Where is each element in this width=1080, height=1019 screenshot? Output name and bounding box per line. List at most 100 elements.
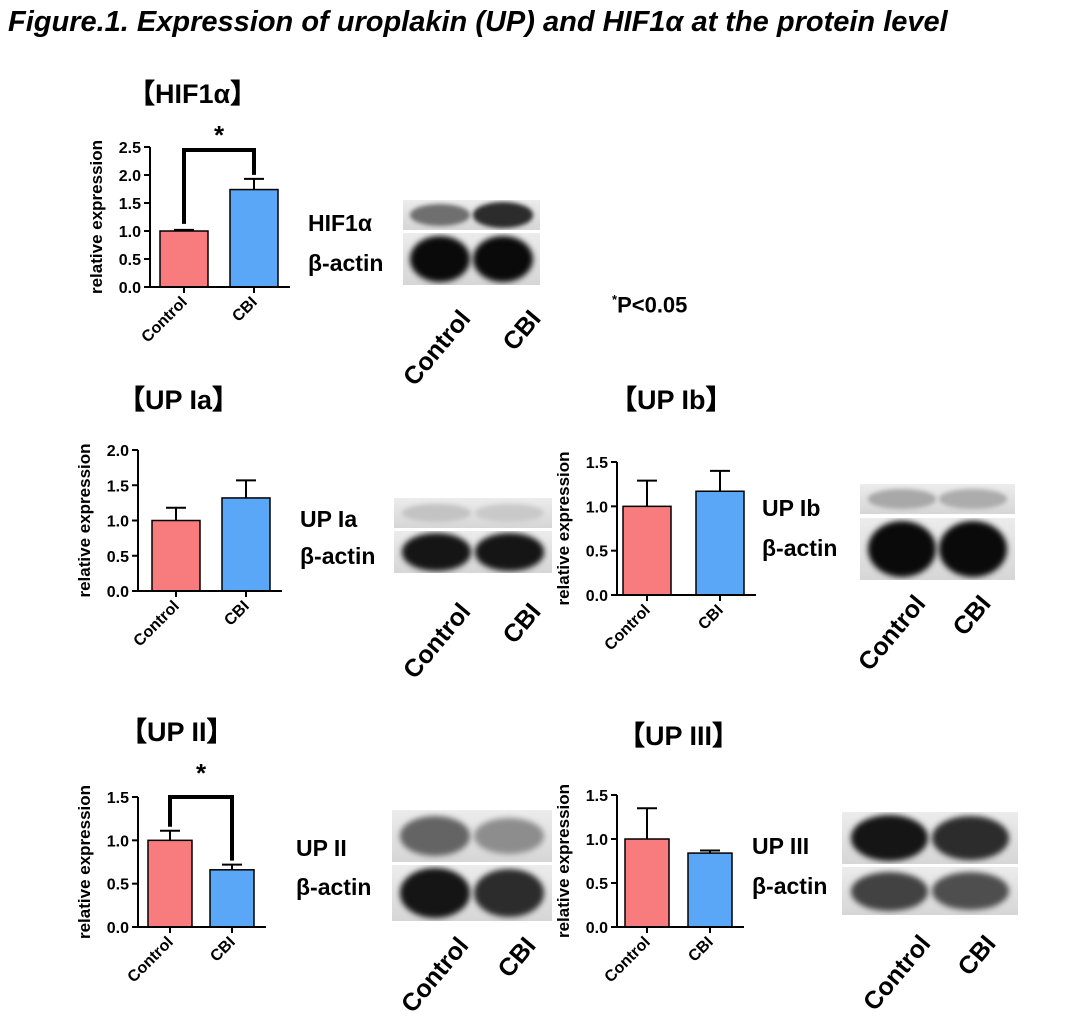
upia-band-label-0: UP Ia [300,506,358,532]
upia-band-1-1 [474,533,545,571]
upia-xtick-label-0: Control [131,598,183,650]
upib-bar-control [622,505,672,596]
upiii-ytick-label-3: 1.5 [586,788,608,805]
figure-title: Figure.1. Expression of uroplakin (UP) a… [8,6,948,38]
hif-ytick-label-3: 1.5 [119,196,141,213]
upib-ytick-label-3: 1.5 [586,455,608,472]
upiii-band-1-0 [850,871,929,911]
upiii-xtick-label-1: CBI [685,934,717,966]
upii-xtick-label-1: CBI [207,934,239,966]
upia-band-0-0 [401,503,472,523]
upiii-band-0-0 [850,815,929,861]
hif-ytick-label-1: 0.5 [119,252,141,269]
upia-ytick-label-3: 1.5 [107,478,129,495]
upiii-blot-strip-0 [842,812,1018,864]
hif-ylabel: relative expression [87,140,106,294]
upii-bar-control [147,839,193,928]
upiii-band-0-1 [931,815,1010,861]
upii-ylabel: relative expression [75,785,94,939]
upii-band-1-1 [473,869,544,917]
upiii-ytick-label-1: 0.5 [586,876,608,893]
upii-band-0-0 [400,816,471,856]
upib-ytick-label-2: 1.0 [586,499,608,516]
hif-bar-control [159,230,209,288]
upia-blot-strip-0 [394,498,552,528]
upib-blot-strip-1 [860,518,1015,580]
upiii-band-label-1: β-actin [752,873,828,899]
upiii-bar-cbi [687,852,733,928]
upia-band-label-1: β-actin [300,543,376,569]
upib-band-1-1 [939,521,1008,577]
upii-ytick-label-3: 1.5 [107,790,129,807]
upii-ytick-label-1: 0.5 [107,877,129,894]
panel-title-up-ib: 【UP Ib】 [610,385,733,415]
upib-blot-strip-0 [860,484,1015,514]
upia-band-0-1 [474,503,545,523]
panel-title-up-iii: 【UP III】 [618,721,740,751]
upib-band-1-0 [867,521,936,577]
upii-band-label-0: UP II [296,835,347,861]
hif-ytick-label-0: 0.0 [119,280,141,297]
upia-band-1-0 [401,533,472,571]
upii-band-0-1 [473,817,544,855]
significance-text: P<0.05 [617,292,688,318]
upii-blot-strip-1 [392,865,552,921]
hif-band-label-1: β-actin [308,250,384,276]
hif-ytick-label-5: 2.5 [119,140,141,157]
upia-ytick-label-1: 0.5 [107,549,129,566]
panel-title-hif1a: 【HIF1α】 [128,79,258,109]
upib-bar-cbi [695,490,745,596]
hif-xtick-label-1: CBI [229,294,261,326]
significance-note: *P<0.05 [612,292,687,318]
upia-ytick-label-4: 2.0 [107,443,129,460]
upib-xtick-label-0: Control [602,602,654,654]
upia-bar-cbi [221,497,271,592]
upia-xtick-label-1: CBI [221,598,253,630]
upib-band-0-0 [867,489,936,509]
upia-ytick-label-0: 0.0 [107,584,129,601]
upiii-bar-control [624,838,670,928]
hif-xtick-label-0: Control [139,294,191,346]
hif-band-label-0: HIF1α [308,210,372,236]
significance-marker: * [612,292,618,307]
hif-band-0-0 [409,203,471,227]
upii-band-1-0 [400,868,471,918]
upiii-ylabel: relative expression [554,784,573,938]
hif-blot-strip-0 [403,200,540,230]
hif-band-1-1 [472,235,534,283]
upib-band-0-1 [939,489,1008,509]
hif-significance-label: * [214,120,225,150]
hif-significance-bracket [182,148,256,224]
upii-xtick-label-0: Control [125,934,177,986]
upii-significance-bracket [168,795,234,861]
hif-ytick-label-4: 2.0 [119,168,141,185]
hif-bar-cbi [229,188,279,288]
upib-band-label-1: β-actin [762,535,838,561]
upiii-ytick-label-0: 0.0 [586,920,608,937]
hif-band-1-0 [409,235,471,283]
panel-title-up-ia: 【UP Ia】 [118,385,240,415]
upii-ytick-label-0: 0.0 [107,920,129,937]
upia-ytick-label-2: 1.0 [107,514,129,531]
upii-ytick-label-2: 1.0 [107,833,129,850]
hif-band-0-1 [472,202,534,228]
upia-bar-control [151,519,201,592]
upia-blot-strip-1 [394,531,552,573]
upii-band-label-1: β-actin [296,874,372,900]
upii-significance-label: * [196,758,207,788]
upiii-band-label-0: UP III [752,833,810,859]
hif-ytick-label-2: 1.0 [119,224,141,241]
upiii-xtick-label-0: Control [602,934,654,986]
hif-blot-strip-1 [403,233,540,285]
upib-band-label-0: UP Ib [762,495,821,521]
upiii-ytick-label-2: 1.0 [586,832,608,849]
upiii-band-1-1 [931,871,1010,911]
upib-xtick-label-1: CBI [695,602,727,634]
panel-title-up-ii: 【UP II】 [120,717,234,747]
upia-ylabel: relative expression [75,443,94,597]
upii-blot-strip-0 [392,810,552,862]
upiii-blot-strip-1 [842,867,1018,915]
upib-ylabel: relative expression [554,451,573,605]
upib-ytick-label-1: 0.5 [586,544,608,561]
